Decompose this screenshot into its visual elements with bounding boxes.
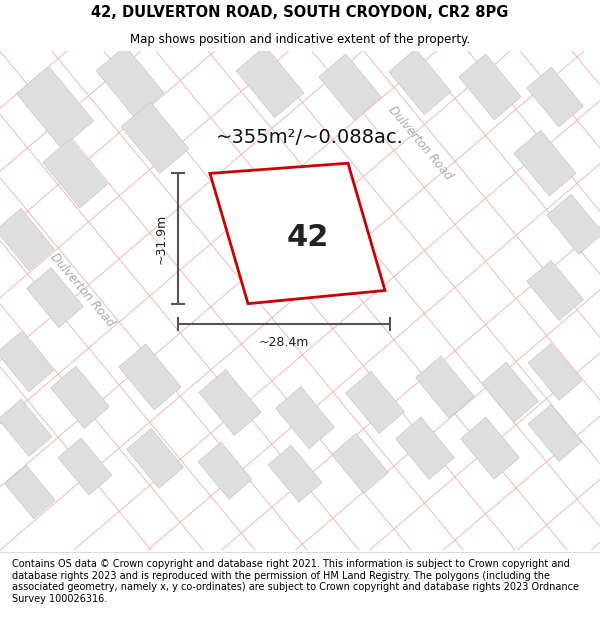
Polygon shape — [96, 46, 164, 118]
Polygon shape — [50, 366, 109, 428]
Text: 42: 42 — [287, 223, 329, 253]
Polygon shape — [346, 371, 404, 434]
Polygon shape — [5, 465, 55, 519]
Polygon shape — [332, 434, 388, 494]
Text: Dulverton Road: Dulverton Road — [47, 251, 116, 330]
Text: Contains OS data © Crown copyright and database right 2021. This information is : Contains OS data © Crown copyright and d… — [12, 559, 579, 604]
Polygon shape — [0, 209, 55, 271]
Polygon shape — [58, 438, 112, 495]
Polygon shape — [547, 194, 600, 254]
Polygon shape — [389, 49, 451, 114]
Polygon shape — [528, 404, 582, 461]
Polygon shape — [528, 343, 582, 401]
Polygon shape — [0, 399, 52, 456]
Polygon shape — [268, 445, 322, 503]
Text: Map shows position and indicative extent of the property.: Map shows position and indicative extent… — [130, 34, 470, 46]
Polygon shape — [119, 344, 181, 410]
Polygon shape — [127, 428, 184, 488]
Text: 42, DULVERTON ROAD, SOUTH CROYDON, CR2 8PG: 42, DULVERTON ROAD, SOUTH CROYDON, CR2 8… — [91, 5, 509, 20]
Polygon shape — [210, 163, 385, 304]
Polygon shape — [16, 66, 94, 148]
Polygon shape — [319, 54, 381, 120]
Polygon shape — [0, 332, 53, 392]
Polygon shape — [199, 369, 261, 435]
Polygon shape — [527, 261, 583, 321]
Polygon shape — [514, 131, 576, 196]
Text: ~31.9m: ~31.9m — [155, 213, 167, 264]
Polygon shape — [416, 356, 475, 418]
Polygon shape — [395, 417, 454, 479]
Polygon shape — [275, 387, 334, 449]
Text: Dulverton Road: Dulverton Road — [385, 103, 455, 182]
Text: ~355m²/~0.088ac.: ~355m²/~0.088ac. — [216, 128, 404, 148]
Polygon shape — [43, 139, 107, 208]
Polygon shape — [461, 417, 520, 479]
Polygon shape — [121, 102, 189, 174]
Polygon shape — [459, 54, 521, 120]
Text: ~28.4m: ~28.4m — [259, 336, 309, 349]
Polygon shape — [26, 268, 83, 328]
Polygon shape — [198, 442, 252, 499]
Polygon shape — [236, 46, 304, 118]
Polygon shape — [482, 362, 538, 423]
Polygon shape — [527, 67, 583, 127]
